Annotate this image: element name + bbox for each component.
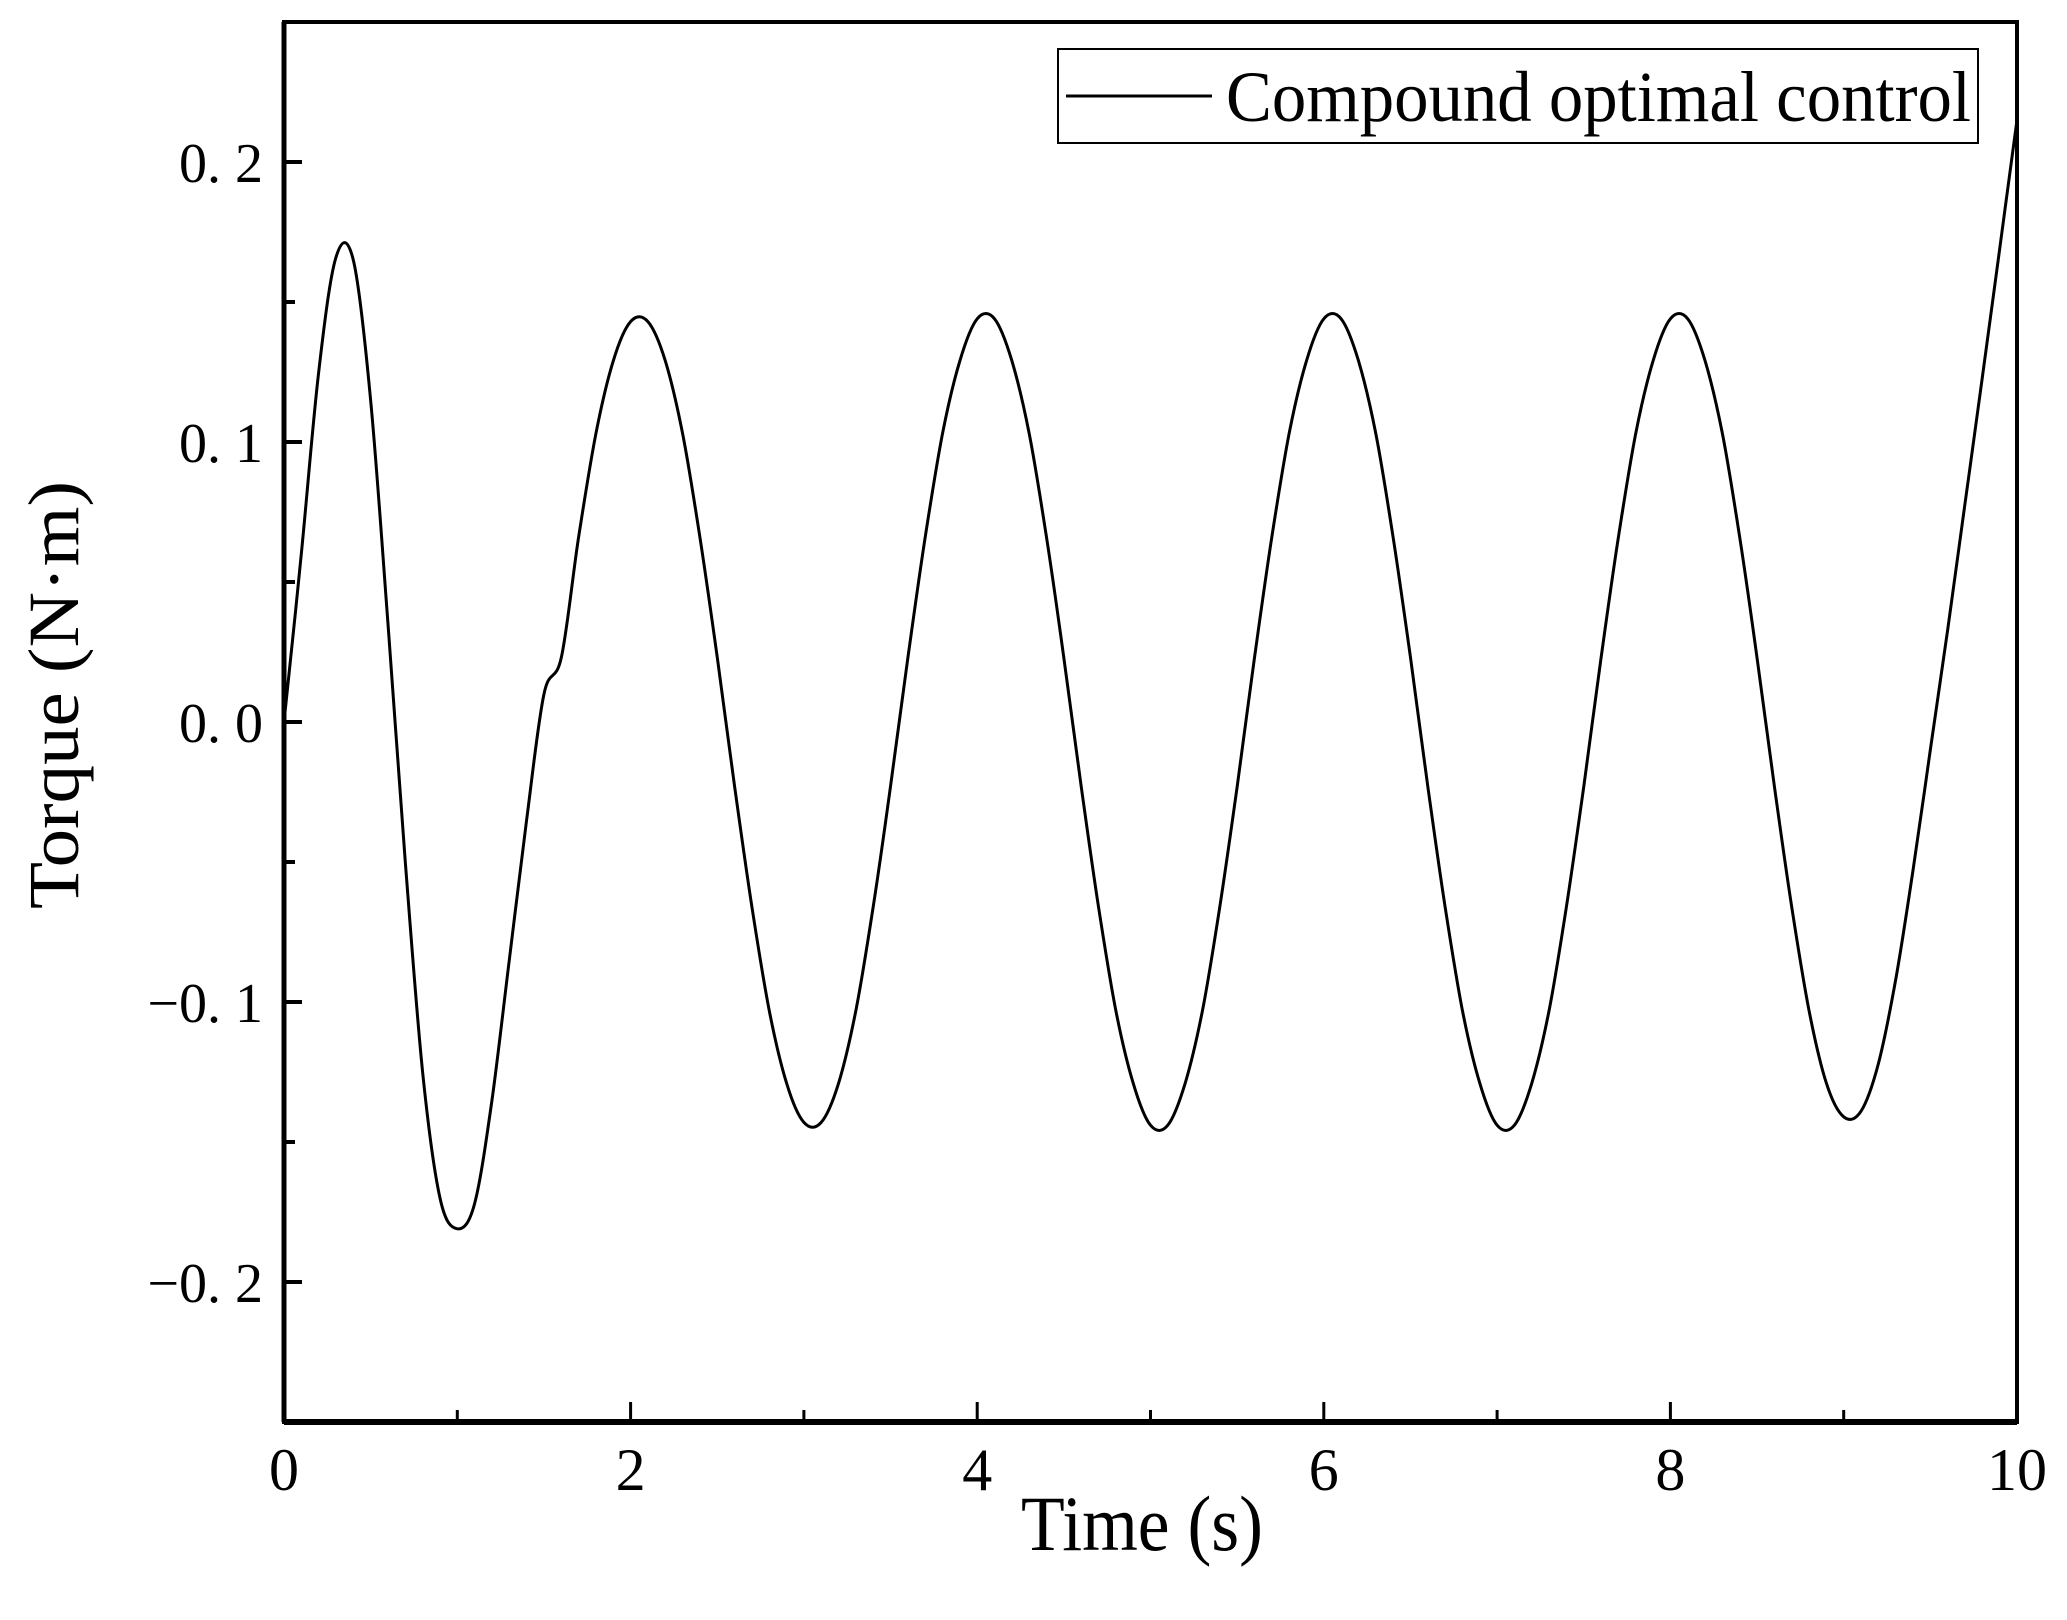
y-tick-label: 0. 2 [179,133,263,195]
x-tick-label: 0 [269,1437,299,1503]
x-tick-label: 2 [616,1437,646,1503]
x-tick-label: 8 [1655,1437,1685,1503]
y-axis-label: Torque (N·m) [14,481,94,909]
legend-label: Compound optimal control [1226,57,1971,137]
x-axis-label: Time (s) [1021,1480,1263,1567]
y-tick-label: −0. 1 [147,973,263,1035]
x-tick-label: 10 [1987,1437,2047,1503]
y-tick-label: 0. 1 [179,413,263,475]
legend: Compound optimal control [1057,48,1979,144]
plot-frame [282,20,2019,1424]
series-line-compound-optimal-control [282,119,2019,1231]
y-tick-label: −0. 2 [147,1253,263,1315]
x-tick-label: 4 [962,1437,992,1503]
x-tick-labels: 0 2 4 6 8 10 [269,1437,2047,1503]
axis-ticks [282,160,2019,1422]
x-tick-label: 6 [1309,1437,1339,1503]
y-tick-labels: −0. 2 −0. 1 0. 0 0. 1 0. 2 [147,133,263,1315]
y-tick-label: 0. 0 [179,693,263,755]
